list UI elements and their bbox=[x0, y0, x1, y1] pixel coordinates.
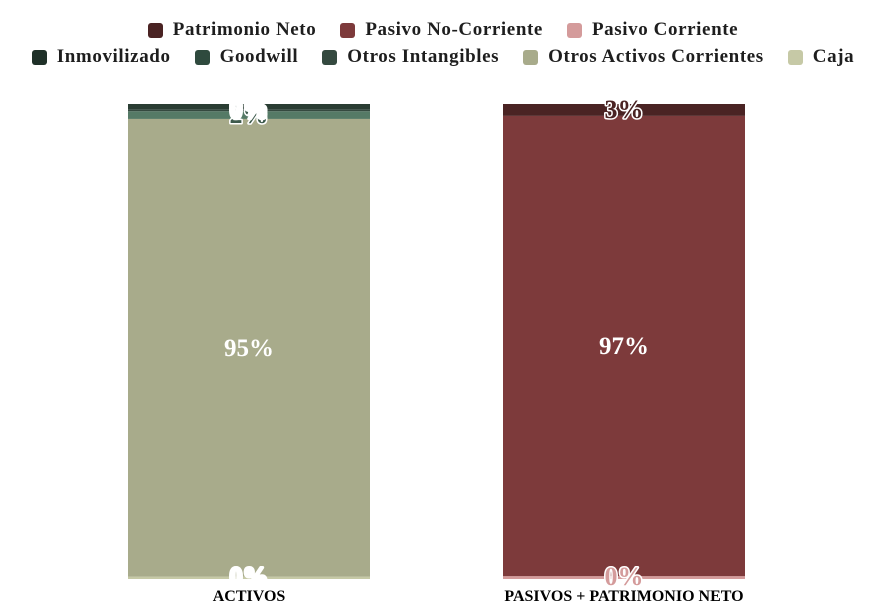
legend-item-patrimonio-neto[interactable]: Patrimonio Neto bbox=[147, 19, 317, 41]
legend-swatch bbox=[322, 49, 338, 65]
bar-segment-patrimonio-neto[interactable] bbox=[503, 104, 745, 116]
bar-segment-otros-activos-corrientes[interactable] bbox=[128, 118, 370, 577]
legend-item-pasivo-corriente[interactable]: Pasivo Corriente bbox=[566, 19, 739, 41]
data-label: 0% bbox=[230, 92, 269, 121]
category-label-pasivos-patrimonio-neto: PASIVOS + PATRIMONIO NETO bbox=[504, 588, 743, 605]
data-label: 0% bbox=[230, 562, 269, 591]
data-label: 0% bbox=[605, 562, 644, 591]
legend-swatch bbox=[147, 22, 163, 38]
data-label: 3% bbox=[605, 95, 644, 124]
legend-label: Pasivo Corriente bbox=[591, 19, 739, 40]
bar-segment-pasivo-corriente[interactable] bbox=[503, 576, 745, 579]
legend-row-liabilities: Patrimonio Neto Pasivo No-Corriente Pasivo… bbox=[0, 19, 886, 41]
legend-item-goodwill[interactable]: Goodwill bbox=[194, 46, 299, 68]
legend: Patrimonio Neto Pasivo No-Corriente Pasivo… bbox=[0, 0, 886, 80]
legend-item-caja[interactable]: Caja bbox=[787, 46, 855, 68]
legend-label: Goodwill bbox=[219, 46, 299, 67]
legend-item-otros-activos-corrientes[interactable]: Otros Activos Corrientes bbox=[523, 46, 764, 68]
legend-swatch bbox=[523, 49, 539, 65]
bar-segment-inmovilizado[interactable] bbox=[128, 104, 370, 110]
bar-segment-otros-intangibles[interactable] bbox=[128, 109, 370, 112]
legend-swatch bbox=[787, 49, 803, 65]
data-label: 2% bbox=[230, 100, 269, 129]
legend-label: Patrimonio Neto bbox=[172, 19, 317, 40]
legend-label: Otros Intangibles bbox=[347, 46, 500, 67]
legend-item-otros-intangibles[interactable]: Otros Intangibles bbox=[322, 46, 499, 68]
data-label: 95% bbox=[224, 335, 274, 362]
legend-swatch bbox=[194, 49, 210, 65]
bar-segment-pasivo-no-corriente[interactable] bbox=[503, 115, 745, 577]
data-label: 97% bbox=[599, 333, 649, 360]
legend-label: Inmovilizado bbox=[56, 46, 171, 67]
legend-swatch bbox=[31, 49, 47, 65]
legend-swatch bbox=[566, 22, 582, 38]
legend-label: Caja bbox=[812, 46, 855, 67]
legend-item-inmovilizado[interactable]: Inmovilizado bbox=[31, 46, 171, 68]
data-label: 0% bbox=[230, 95, 269, 124]
bar-segment-caja[interactable] bbox=[128, 576, 370, 579]
legend-label: Pasivo No-Corriente bbox=[365, 19, 543, 40]
legend-item-pasivo-no-corriente[interactable]: Pasivo No-Corriente bbox=[340, 19, 543, 41]
legend-swatch bbox=[340, 22, 356, 38]
bar-segment-goodwill[interactable] bbox=[128, 111, 370, 119]
category-label-activos: ACTIVOS bbox=[213, 588, 286, 605]
legend-row-assets: Inmovilizado Goodwill Otros Intangibles Otr… bbox=[0, 46, 886, 68]
legend-label: Otros Activos Corrientes bbox=[548, 46, 764, 67]
